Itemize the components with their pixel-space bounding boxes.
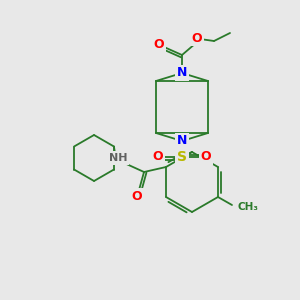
Text: O: O [192, 32, 202, 44]
Text: S: S [177, 150, 187, 164]
Text: O: O [153, 151, 163, 164]
Text: CH₃: CH₃ [238, 202, 259, 212]
Text: N: N [177, 134, 187, 148]
Text: NH: NH [109, 153, 127, 163]
Text: O: O [154, 38, 164, 50]
Text: O: O [201, 151, 211, 164]
Text: N: N [177, 67, 187, 80]
Text: O: O [132, 190, 142, 202]
